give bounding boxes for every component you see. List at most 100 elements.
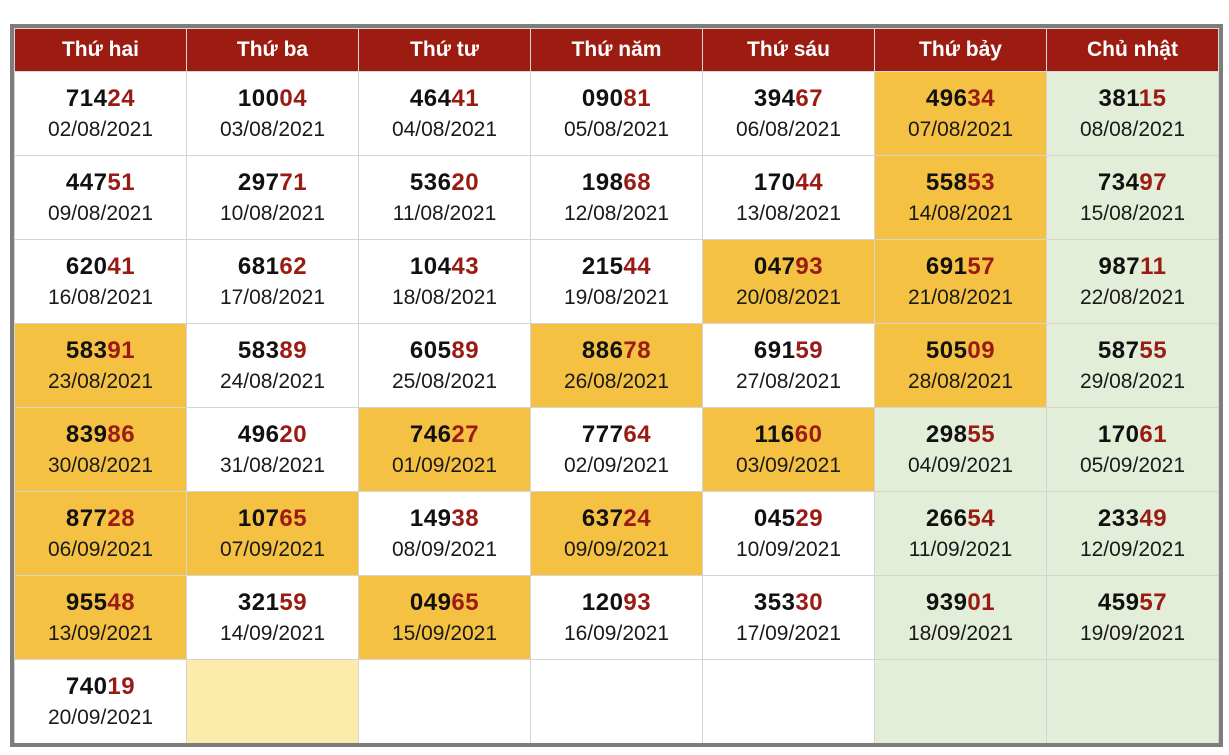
result-prefix: 587 [1097,336,1140,364]
result-date: 24/08/2021 [219,369,326,393]
day-cell: 12093 16/09/2021 [530,575,703,660]
result-last-two-digits: 53 [967,168,996,196]
result-last-two-digits: 65 [451,588,480,616]
result-number: 10443 [359,252,530,282]
result-number: 73497 [1047,168,1218,198]
result-date: 10/08/2021 [219,201,326,225]
result-date: 25/08/2021 [391,369,498,393]
result-last-two-digits: 67 [795,84,824,112]
day-cell: 68162 17/08/2021 [186,239,359,324]
result-last-two-digits: 65 [279,504,308,532]
result-prefix: 734 [1097,168,1140,196]
day-cell: 14938 08/09/2021 [358,491,531,576]
result-prefix: 496 [237,420,280,448]
day-cell: 69157 21/08/2021 [874,239,1047,324]
result-last-two-digits: 55 [967,420,996,448]
result-number: 39467 [703,84,874,114]
result-last-two-digits: 20 [279,420,308,448]
result-number: 50509 [875,336,1046,366]
day-cell: 49634 07/08/2021 [874,71,1047,156]
result-prefix: 170 [1097,420,1140,448]
day-cell: 29855 04/09/2021 [874,407,1047,492]
result-number: 62041 [15,252,186,282]
result-prefix: 045 [753,504,796,532]
day-cell: 26654 11/09/2021 [874,491,1047,576]
result-number: 35330 [703,588,874,618]
result-date: 29/08/2021 [1079,369,1186,393]
result-date: 23/08/2021 [47,369,154,393]
result-date: 28/08/2021 [907,369,1014,393]
result-prefix: 090 [581,84,624,112]
day-cell: 17044 13/08/2021 [702,155,875,240]
result-date: 16/08/2021 [47,285,154,309]
result-date: 22/08/2021 [1079,285,1186,309]
day-cell: 49620 31/08/2021 [186,407,359,492]
result-last-two-digits: 11 [1140,252,1167,280]
header-friday: Thứ sáu [702,28,875,72]
result-prefix: 297 [237,168,280,196]
result-prefix: 049 [409,588,452,616]
result-last-two-digits: 97 [1139,168,1168,196]
result-number: 77764 [531,420,702,450]
result-number: 49620 [187,420,358,450]
result-last-two-digits: 93 [623,588,652,616]
result-prefix: 839 [65,420,108,448]
result-prefix: 637 [581,504,624,532]
result-last-two-digits: 34 [967,84,996,112]
result-prefix: 321 [237,588,280,616]
result-date: 02/09/2021 [563,453,670,477]
result-prefix: 353 [753,588,796,616]
result-date: 17/09/2021 [735,621,842,645]
result-last-two-digits: 30 [795,588,824,616]
result-date: 13/09/2021 [47,621,154,645]
result-date: 08/09/2021 [391,537,498,561]
result-date: 09/09/2021 [563,537,670,561]
result-last-two-digits: 55 [1139,336,1168,364]
day-cell [702,659,875,743]
result-prefix: 746 [409,420,452,448]
header-sunday: Chủ nhật [1046,28,1219,72]
result-number: 44751 [15,168,186,198]
result-last-two-digits: 57 [1139,588,1168,616]
result-last-two-digits: 24 [623,504,652,532]
day-cell: 11660 03/09/2021 [702,407,875,492]
day-cell: 19868 12/08/2021 [530,155,703,240]
result-number: 21544 [531,252,702,282]
day-cell: 44751 09/08/2021 [14,155,187,240]
result-number: 19868 [531,168,702,198]
result-number: 98711 [1047,252,1218,282]
result-prefix: 394 [753,84,796,112]
result-number: 87728 [15,504,186,534]
day-cell: 74019 20/09/2021 [14,659,187,743]
result-prefix: 939 [925,588,968,616]
result-date: 18/09/2021 [907,621,1014,645]
result-date: 04/09/2021 [907,453,1014,477]
week-row: 74019 20/09/2021 [14,659,1219,743]
result-prefix: 583 [65,336,108,364]
result-last-two-digits: 89 [451,336,480,364]
weekday-header-row: Thứ hai Thứ ba Thứ tư Thứ năm Thứ sáu Th… [14,28,1219,72]
week-row: 83986 30/08/2021 49620 31/08/2021 74627 01/09… [14,407,1219,492]
result-prefix: 605 [409,336,452,364]
result-prefix: 233 [1097,504,1140,532]
result-prefix: 691 [753,336,796,364]
result-date: 14/09/2021 [219,621,326,645]
result-date: 12/09/2021 [1079,537,1186,561]
day-cell: 32159 14/09/2021 [186,575,359,660]
week-row: 58391 23/08/2021 58389 24/08/2021 60589 25/08… [14,323,1219,408]
result-prefix: 536 [409,168,452,196]
day-cell: 04529 10/09/2021 [702,491,875,576]
result-last-two-digits: 81 [623,84,652,112]
result-prefix: 681 [237,252,280,280]
result-date: 09/08/2021 [47,201,154,225]
result-number: 23349 [1047,504,1218,534]
result-prefix: 116 [754,420,795,448]
result-number: 09081 [531,84,702,114]
result-last-two-digits: 41 [107,252,136,280]
day-cell: 58389 24/08/2021 [186,323,359,408]
result-prefix: 558 [925,168,968,196]
result-date: 19/08/2021 [563,285,670,309]
result-date: 05/08/2021 [563,117,670,141]
header-wednesday: Thứ tư [358,28,531,72]
day-cell: 58755 29/08/2021 [1046,323,1219,408]
